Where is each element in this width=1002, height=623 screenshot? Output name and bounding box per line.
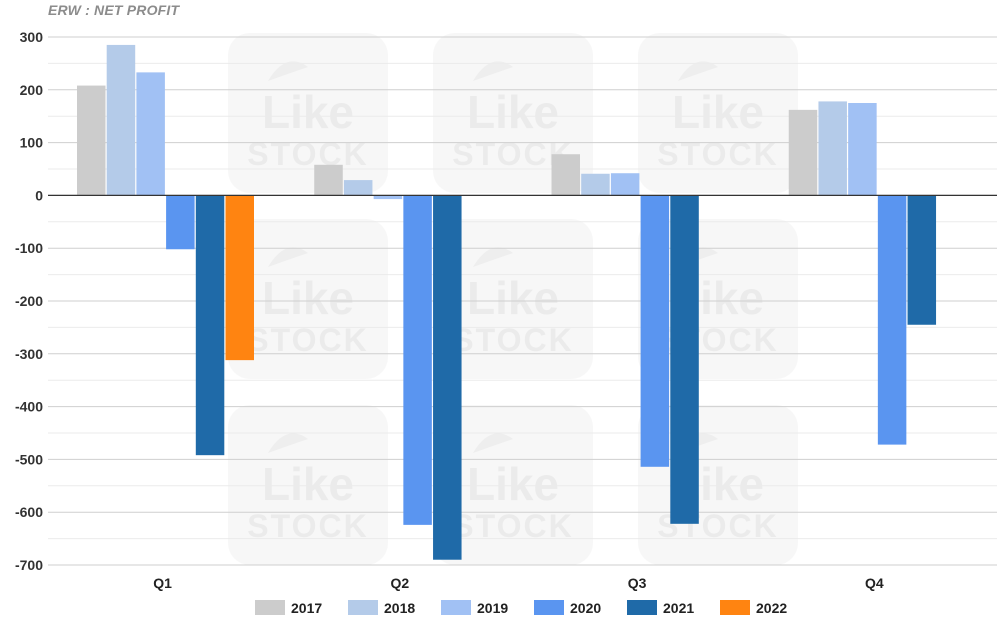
bar-2018-Q3: [581, 173, 610, 196]
bar-2017-Q1: [77, 85, 106, 196]
y-tick-label: 100: [20, 135, 44, 151]
bar-2019-Q3: [610, 173, 640, 196]
bar-2019-Q1: [136, 72, 165, 196]
bar-2019-Q2: [373, 195, 403, 200]
bar-2020-Q1: [166, 195, 195, 250]
bar-2017-Q4: [788, 109, 818, 196]
watermark-subtext: STOCK: [452, 322, 573, 358]
watermark-text: Like: [467, 86, 559, 138]
legend-swatch: [720, 600, 750, 615]
legend-label: 2020: [570, 600, 601, 616]
y-tick-label: -200: [15, 293, 43, 309]
legend-item[interactable]: 2022: [720, 600, 787, 616]
bar-2021-Q3: [670, 195, 699, 524]
legend-item[interactable]: 2019: [441, 600, 508, 616]
y-tick-label: 300: [20, 29, 44, 45]
leaf-icon: [473, 247, 513, 267]
bar-2018-Q2: [343, 180, 373, 196]
leaf-icon: [268, 61, 308, 81]
bar-2019-Q4: [848, 103, 877, 196]
watermark-subtext: STOCK: [247, 322, 368, 358]
leaf-icon: [473, 433, 513, 453]
bar-2021-Q2: [433, 195, 462, 560]
y-axis-ticks: 300 200 100 0 -100 -200 -300 -400 -500 -600 -700: [15, 29, 43, 573]
legend-label: 2022: [756, 600, 787, 616]
watermark-subtext: STOCK: [247, 508, 368, 544]
legend-item[interactable]: 2021: [627, 600, 694, 616]
y-tick-label: -300: [15, 346, 43, 362]
y-tick-label: -400: [15, 399, 43, 415]
bar-2018-Q4: [818, 101, 847, 196]
y-tick-label: -500: [15, 451, 43, 467]
legend-label: 2021: [663, 600, 694, 616]
y-tick-label: -700: [15, 557, 43, 573]
watermark-text: Like: [467, 272, 559, 324]
x-category-label: Q1: [153, 575, 172, 591]
bar-2017-Q3: [551, 154, 580, 196]
watermark-subtext: STOCK: [452, 508, 573, 544]
leaf-icon: [678, 61, 718, 81]
y-tick-label: -600: [15, 504, 43, 520]
x-category-label: Q3: [628, 575, 647, 591]
legend-swatch: [534, 600, 564, 615]
legend-label: 2019: [477, 600, 508, 616]
y-tick-label: 0: [35, 187, 43, 203]
bar-2018-Q1: [106, 44, 136, 196]
bar-2020-Q2: [403, 195, 432, 525]
bar-2017-Q2: [314, 164, 343, 196]
bar-2022-Q1: [225, 195, 254, 361]
y-tick-label: 200: [20, 82, 44, 98]
leaf-icon: [268, 247, 308, 267]
x-category-label: Q4: [865, 575, 884, 591]
bar-2020-Q4: [877, 195, 907, 445]
watermark-text: Like: [262, 86, 354, 138]
chart-title: ERW : NET PROFIT: [48, 2, 180, 18]
bar-2021-Q4: [907, 195, 937, 325]
legend-item[interactable]: 2020: [534, 600, 601, 616]
leaf-icon: [268, 433, 308, 453]
legend-swatch: [441, 600, 471, 615]
y-tick-label: -100: [15, 240, 43, 256]
legend-item[interactable]: 2017: [255, 600, 322, 616]
watermark-text: Like: [672, 86, 764, 138]
legend-swatch: [255, 600, 285, 615]
legend-label: 2017: [291, 600, 322, 616]
legend-swatch: [627, 600, 657, 615]
bar-2021-Q1: [195, 195, 225, 456]
legend-item[interactable]: 2018: [348, 600, 415, 616]
bars: [77, 44, 937, 560]
leaf-icon: [473, 61, 513, 81]
watermark-text: Like: [262, 458, 354, 510]
x-category-label: Q2: [391, 575, 410, 591]
watermark-subtext: STOCK: [247, 136, 368, 172]
watermark-text: Like: [467, 458, 559, 510]
watermark-subtext: STOCK: [657, 136, 778, 172]
watermark: LikeSTOCKLikeSTOCKLikeSTOCKLikeSTOCKLike…: [228, 33, 798, 565]
legend-swatch: [348, 600, 378, 615]
x-axis-labels: Q1 Q2 Q3 Q4: [153, 575, 884, 591]
legend: 2017 2018 2019 2020 2021 2022: [255, 600, 787, 616]
watermark-text: Like: [262, 272, 354, 324]
bar-2020-Q3: [640, 195, 670, 467]
legend-label: 2018: [384, 600, 415, 616]
